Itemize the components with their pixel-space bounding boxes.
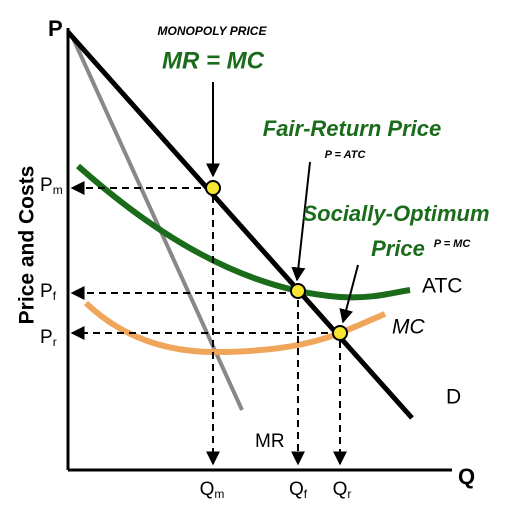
- demand-curve: [66, 30, 414, 420]
- tick-letter: P: [40, 327, 53, 348]
- guides: [70, 181, 347, 466]
- tick-label: Qm: [200, 479, 225, 501]
- fair-return: Fair-Return Price: [263, 116, 442, 141]
- atc-label: ATC: [422, 275, 462, 298]
- fair-rule: P = ATC: [325, 149, 367, 161]
- social-line2: Price: [371, 236, 425, 261]
- y-letter: P: [48, 16, 63, 41]
- tick-label: Pr: [40, 327, 57, 349]
- mr-label: MR: [255, 431, 285, 452]
- y-title: Price and Costs: [16, 166, 39, 325]
- pointers: [206, 82, 359, 324]
- mc-curve: [83, 300, 387, 356]
- social-rule: P = MC: [434, 238, 472, 250]
- social-line1: Socially-Optimum: [302, 201, 489, 226]
- tick-label: Qf: [289, 479, 308, 501]
- tick-sub: f: [304, 487, 308, 501]
- tick-sub: m: [53, 183, 63, 197]
- tick-label: Pm: [40, 175, 63, 197]
- mr-curve: [70, 35, 244, 411]
- monopoly-rule: MR = MC: [162, 47, 265, 74]
- tick-letter: Q: [289, 479, 304, 500]
- monopoly-caption: MONOPOLY PRICE: [158, 24, 268, 38]
- tick-letter: Q: [200, 479, 215, 500]
- tick-label: Pf: [40, 281, 57, 303]
- demand-label: D: [446, 386, 461, 409]
- tick-label: Qr: [333, 479, 352, 501]
- atc-curve: [76, 163, 411, 301]
- tick-sub: m: [214, 487, 224, 501]
- tick-letter: Q: [333, 479, 348, 500]
- equilibrium-points: [205, 180, 348, 341]
- tick-sub: r: [53, 335, 57, 349]
- x-letter: Q: [458, 464, 475, 489]
- tick-sub: r: [347, 487, 351, 501]
- mc-label: MC: [392, 316, 425, 339]
- tick-letter: P: [40, 281, 53, 302]
- tick-sub: f: [53, 289, 57, 303]
- tick-letter: P: [40, 175, 53, 196]
